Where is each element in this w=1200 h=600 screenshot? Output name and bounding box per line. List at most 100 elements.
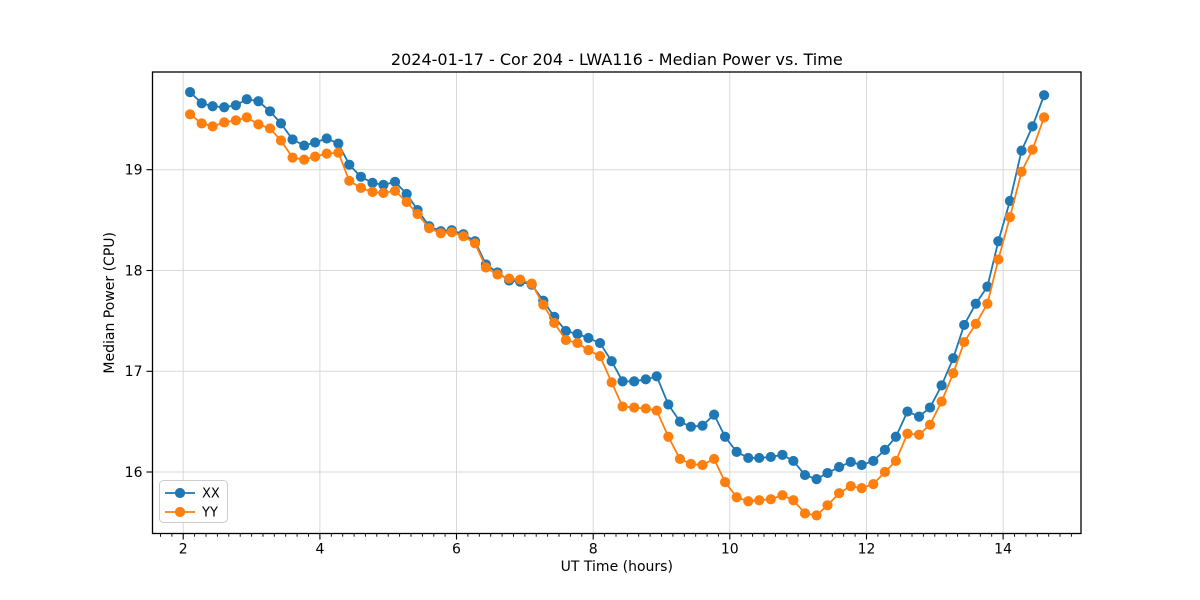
series-XX-marker <box>845 456 856 468</box>
series-XX-marker <box>196 98 207 109</box>
series-YY-marker <box>651 405 662 416</box>
series-XX-marker <box>970 298 981 309</box>
series-XX-marker <box>275 118 287 129</box>
series-YY-marker <box>890 455 901 467</box>
series-XX-marker <box>1016 145 1027 156</box>
y-tick-label: 19 <box>125 163 143 179</box>
legend-YY-label: YY <box>201 506 218 521</box>
series-XX-marker <box>264 106 276 117</box>
series-XX-marker <box>890 431 901 442</box>
series-XX-marker <box>1027 121 1038 132</box>
series-XX-marker <box>572 328 583 340</box>
series-XX-marker <box>230 100 241 111</box>
series-XX-marker <box>310 137 321 148</box>
series-XX-marker <box>367 177 378 188</box>
series-YY-marker <box>504 273 515 284</box>
series-YY-marker <box>458 231 469 242</box>
series-YY-marker <box>299 154 310 165</box>
series-YY-marker <box>959 336 970 348</box>
series-YY-marker <box>913 429 925 440</box>
series-YY-marker <box>1027 144 1038 155</box>
series-XX-marker <box>879 444 891 455</box>
series-XX-marker <box>219 102 230 113</box>
series-YY-marker <box>480 262 492 273</box>
series-XX-marker <box>982 281 993 292</box>
series-YY-marker <box>526 278 537 289</box>
series-YY-marker <box>868 479 879 490</box>
series-YY-marker <box>196 118 207 129</box>
series-YY-marker <box>219 117 230 128</box>
series-YY-marker <box>754 495 765 506</box>
series-XX-marker <box>777 449 788 460</box>
chart-title: 2024-01-17 - Cor 204 - LWA116 - Median P… <box>391 50 843 69</box>
series-YY-marker <box>514 274 526 285</box>
series-XX-marker <box>993 236 1004 247</box>
series-YY-marker <box>549 317 560 328</box>
series-XX-marker <box>948 353 959 364</box>
x-tick-label: 12 <box>858 542 876 558</box>
series-XX-marker <box>184 87 196 98</box>
axes-spines <box>151 71 1082 535</box>
legend-XX-marker <box>174 487 186 499</box>
series-YY-marker <box>834 488 845 499</box>
series-XX-marker <box>834 461 845 473</box>
series-XX-marker <box>207 101 218 112</box>
series-YY-marker <box>492 269 503 280</box>
series-XX-marker <box>697 420 708 431</box>
legend-XX-label: XX <box>202 487 220 502</box>
y-axis-label: Median Power (CPU) <box>102 232 118 374</box>
series-YY-marker <box>184 109 196 120</box>
series-YY-line <box>189 113 1046 517</box>
series-YY-marker <box>948 368 959 379</box>
series-YY-marker <box>275 135 287 146</box>
series-XX-marker <box>583 332 594 344</box>
series-YY-marker <box>606 377 617 388</box>
series-YY-marker <box>412 208 423 220</box>
x-tick-label: 10 <box>721 542 739 558</box>
series-YY-marker <box>697 459 708 471</box>
series-YY-marker <box>685 458 696 470</box>
series-YY-marker <box>617 401 628 412</box>
series-YY-marker <box>970 318 981 330</box>
series-YY-marker <box>936 396 947 407</box>
series-YY-marker <box>743 496 754 507</box>
x-tick-label: 2 <box>179 542 188 558</box>
series-YY-marker <box>765 494 776 505</box>
series-XX-marker <box>913 411 925 422</box>
series-XX-marker <box>241 94 252 105</box>
series-YY-marker <box>788 495 799 506</box>
series-YY-marker <box>253 119 264 130</box>
series-XX-marker <box>606 356 617 367</box>
series-YY-marker <box>321 148 332 159</box>
series-XX-marker <box>344 159 355 170</box>
series-XX-marker <box>685 421 696 432</box>
x-axis-label: UT Time (hours) <box>561 559 673 575</box>
series-XX-marker <box>799 469 811 481</box>
series-YY-marker <box>879 466 891 478</box>
series-XX-line <box>189 91 1046 480</box>
series-YY-marker <box>993 254 1004 265</box>
series-XX-marker <box>924 402 936 413</box>
series-XX-marker <box>401 188 412 200</box>
series-YY-marker <box>344 175 355 186</box>
series-YY-marker <box>560 334 571 346</box>
series-XX-marker <box>299 140 310 151</box>
series-XX-marker <box>788 455 799 467</box>
series-YY-marker <box>310 151 321 162</box>
series-XX-marker <box>333 138 344 149</box>
series-XX-marker <box>560 325 571 337</box>
series-XX-marker <box>719 431 731 442</box>
series-XX-marker <box>594 337 606 349</box>
series-XX-marker <box>253 96 264 107</box>
series-YY-marker <box>446 227 457 238</box>
x-tick-label: 14 <box>994 542 1012 558</box>
series-XX-marker <box>355 171 366 182</box>
x-tick-label: 6 <box>452 542 461 558</box>
series-YY-marker <box>264 123 276 134</box>
series-XX-marker <box>617 376 628 387</box>
series-XX-marker <box>731 446 742 457</box>
series-YY-marker <box>709 453 720 465</box>
series-XX-marker <box>321 133 332 144</box>
series-XX-marker <box>743 452 754 464</box>
